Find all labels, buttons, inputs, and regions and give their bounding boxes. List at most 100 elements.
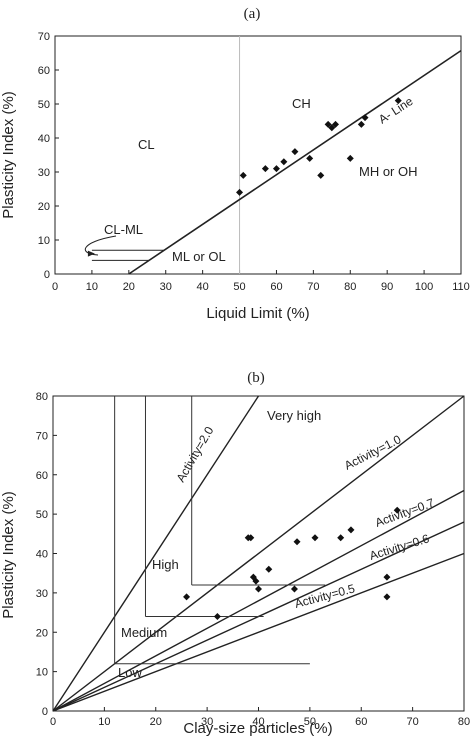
panel-b-data-point [183, 593, 191, 601]
panel-b-activity-line [52, 395, 465, 712]
panel-a-x-ticks: 0 10 20 30 40 50 60 70 80 90 100 110 [52, 270, 470, 293]
panel-b-data-point [265, 565, 273, 573]
panel-a-x-tick-label: 0 [52, 281, 58, 293]
panel-b-y-axis-label: Plasticity Index (%) [0, 491, 17, 619]
panel-a-x-tick-label: 110 [452, 281, 470, 293]
panel-b-y-tick-label: 30 [36, 588, 48, 600]
panel-a-data-point [317, 171, 325, 179]
panel-a-cl-ml-band [87, 249, 165, 261]
panel-b-x-tick-label: 0 [50, 716, 56, 728]
panel-a-data-point [332, 120, 340, 128]
panel-a-data-point [357, 120, 365, 128]
panel-b-label: (b) [247, 370, 265, 386]
panel-b-label-activity-0-7: Activity=0.7 [373, 495, 436, 529]
panel-a-cl-ml-curve-arrow [84, 235, 117, 256]
panel-b-x-tick-label: 80 [458, 716, 470, 728]
panel-b-label-very-high: Very high [267, 408, 321, 423]
panel-a-y-tick-label: 50 [38, 99, 50, 111]
panel-a-data-point [291, 148, 299, 156]
panel-b-data-point [383, 573, 391, 581]
panel-b-data-point [247, 534, 255, 542]
panel-a-a-line [128, 49, 462, 275]
panel-b-x-ticks: 0 10 20 30 40 50 60 70 80 [50, 707, 470, 728]
panel-a-x-tick-label: 100 [415, 281, 433, 293]
panel-a-y-ticks: 0 10 20 30 40 50 60 70 [38, 31, 59, 281]
panel-a-data-point [261, 165, 269, 173]
panel-b-data-point [255, 585, 262, 593]
panel-a-x-tick-label: 70 [307, 281, 319, 293]
panel-a-data-point [346, 154, 354, 162]
panel-a-label-cl: CL [138, 137, 155, 152]
panel-a-x-tick-label: 40 [197, 281, 209, 293]
panel-b-data-point [213, 613, 221, 620]
panel-b-x-tick-label: 60 [355, 716, 367, 728]
panel-a-label: (a) [244, 6, 261, 22]
panel-a-data-point [328, 124, 336, 132]
panel-a-x-tick-label: 80 [344, 281, 356, 293]
panel-a-x-tick-label: 30 [160, 281, 172, 293]
panel-a-y-tick-label: 70 [38, 31, 50, 43]
panel-a-label-ch: CH [292, 96, 311, 111]
panel-b-label-low: Low [118, 665, 142, 680]
panel-a-y-tick-label: 40 [38, 133, 50, 145]
panel-b-data-point [383, 593, 391, 601]
panel-b-data-points [183, 506, 401, 620]
panel-b-x-tick-label: 40 [252, 716, 264, 728]
panel-a-data-points [236, 97, 402, 196]
panel-a-data-point [236, 188, 244, 196]
panel-a-x-tick-label: 60 [270, 281, 282, 293]
panel-a-data-point [361, 114, 369, 122]
panel-b-y-tick-label: 40 [36, 549, 48, 561]
panel-a-plot-frame [54, 35, 462, 275]
panel-a-data-point [306, 154, 314, 162]
panel-a-y-tick-label: 0 [44, 269, 50, 281]
panel-a-data-point [394, 97, 402, 105]
panel-a-x-axis-label: Liquid Limit (%) [206, 305, 309, 322]
panel-a-y-axis-label: Plasticity Index (%) [0, 91, 17, 219]
panel-a-label-mh-oh: MH or OH [359, 164, 418, 179]
panel-b-data-point [293, 538, 301, 546]
panel-a-label-ml-ol: ML or OL [172, 249, 226, 264]
panel-b-data-point [347, 526, 355, 534]
panel-a-x-tick-label: 10 [86, 281, 98, 293]
chart-panel-a: (a) 0 10 20 30 40 50 60 70 0 10 20 30 40 50 60 70 80 90 1… [0, 6, 470, 322]
panel-b-x-tick-label: 70 [407, 716, 419, 728]
panel-b-y-tick-label: 60 [36, 470, 48, 482]
panel-b-x-tick-label: 50 [304, 716, 316, 728]
panel-a-cl-ml-arrowhead [87, 250, 95, 257]
panel-a-x-tick-label: 50 [233, 281, 245, 293]
panel-b-y-tick-label: 80 [36, 391, 48, 403]
panel-b-label-activity-2-0: Activity=2.0 [173, 424, 216, 485]
panel-a-data-point [239, 171, 247, 179]
panel-b-x-tick-label: 20 [150, 716, 162, 728]
panel-a-x-tick-label: 90 [381, 281, 393, 293]
panel-a-y-tick-label: 30 [38, 167, 50, 179]
panel-b-activity-line [52, 552, 465, 712]
panel-b-data-point [311, 534, 319, 542]
panel-b-y-tick-label: 10 [36, 667, 48, 679]
panel-b-activity-line [52, 395, 260, 712]
panel-b-label-medium: Medium [121, 625, 167, 640]
panel-b-data-point [393, 506, 401, 514]
panel-b-data-point [290, 585, 298, 593]
panel-b-activity-line [52, 489, 465, 712]
panel-b-y-tick-label: 50 [36, 509, 48, 521]
panel-a-y-tick-label: 20 [38, 201, 50, 213]
panel-a-data-point [272, 165, 280, 173]
panel-b-y-tick-label: 20 [36, 627, 48, 639]
panel-a-label-a-line: A- Line [376, 94, 416, 127]
panel-a-y-tick-label: 10 [38, 235, 50, 247]
panel-b-x-axis-label: Clay-size particles (%) [183, 720, 332, 736]
panel-b-boundary-lines [114, 396, 326, 665]
panel-a-data-point [280, 158, 288, 166]
panel-b-data-point [337, 534, 345, 542]
panel-b-y-ticks: 0 10 20 30 40 50 60 70 80 [36, 391, 57, 718]
panel-b-label-high: High [152, 557, 179, 572]
panel-a-data-point [324, 120, 332, 128]
panel-a-y-tick-label: 60 [38, 65, 50, 77]
panel-b-x-tick-label: 30 [201, 716, 213, 728]
panel-b-x-tick-label: 10 [98, 716, 110, 728]
panel-a-label-cl-ml: CL-ML [104, 222, 143, 237]
